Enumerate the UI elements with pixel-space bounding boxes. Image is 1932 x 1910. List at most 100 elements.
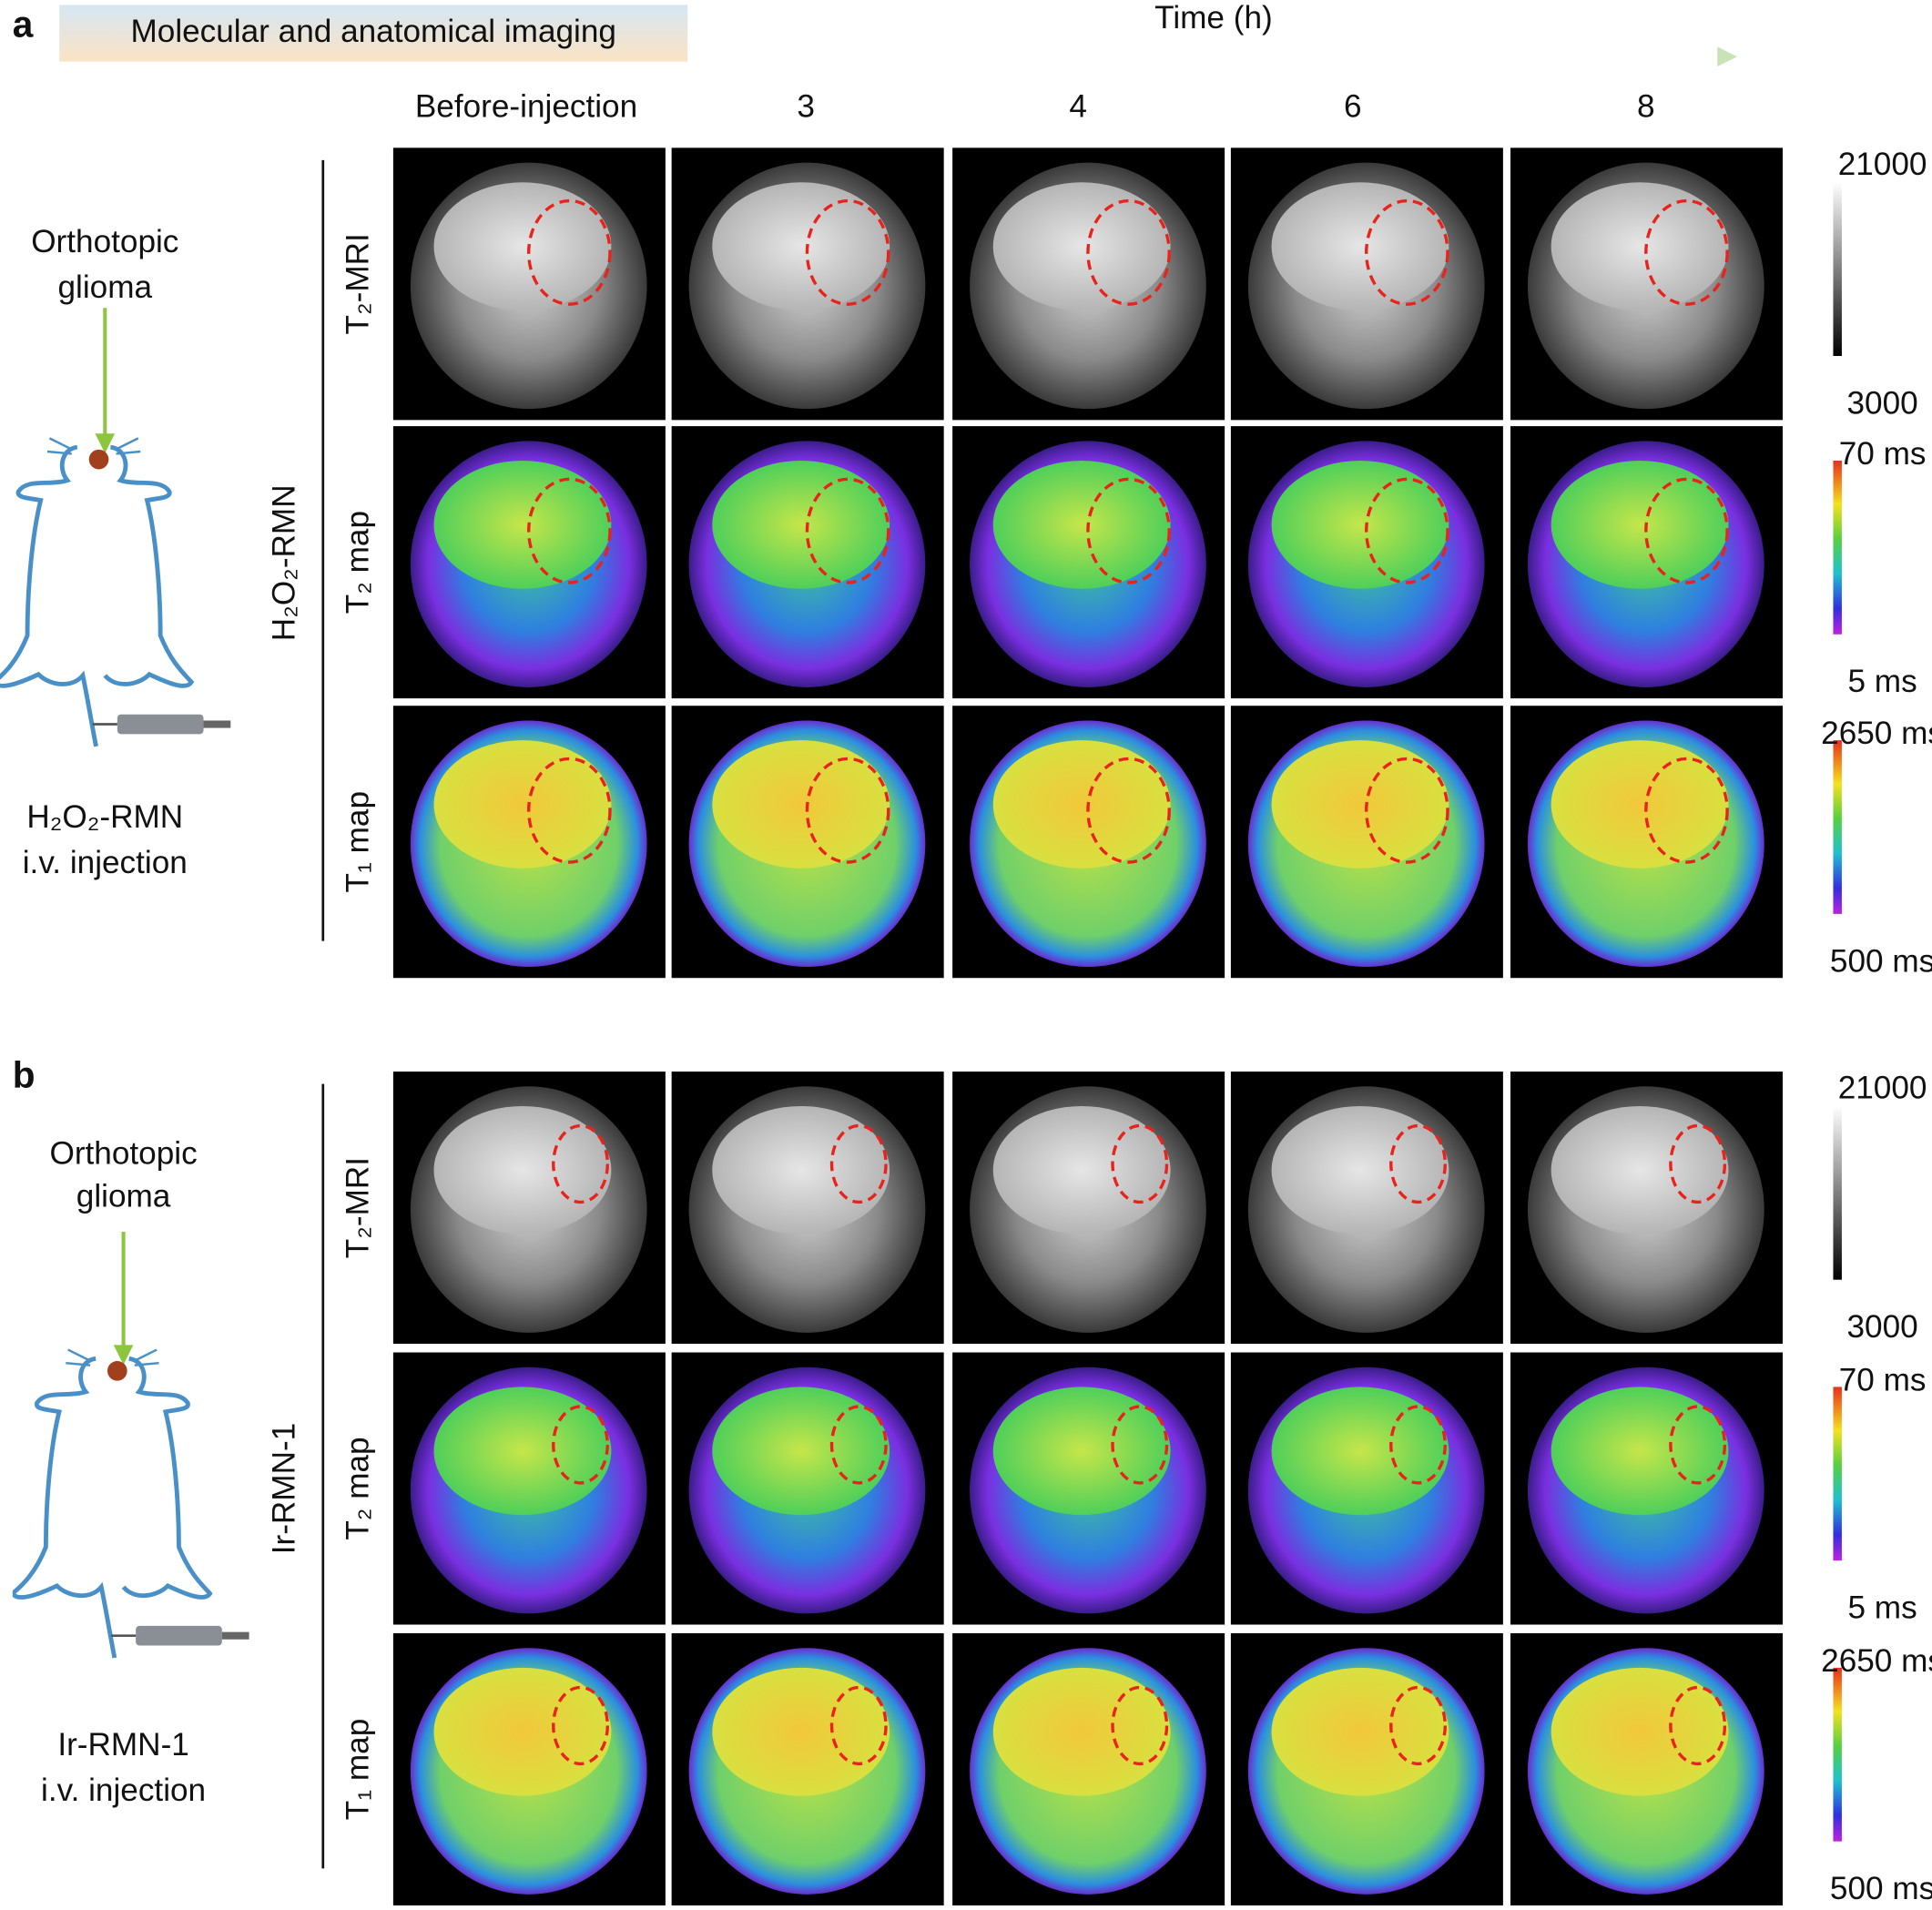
tumor-dot (88, 449, 109, 470)
mouse (0, 438, 191, 747)
scale-max: 21000 (1838, 1071, 1927, 1106)
colorbar (1833, 461, 1842, 635)
roi (805, 477, 890, 584)
panel-label: b (13, 1054, 36, 1096)
brain (1551, 1387, 1729, 1516)
scale-max: 70 ms (1839, 436, 1927, 472)
scale-min: 500 ms (1830, 943, 1932, 979)
tumor-dot (107, 1361, 127, 1381)
roi (1669, 1123, 1727, 1204)
roi (1365, 198, 1449, 306)
brain (433, 1667, 612, 1796)
brain (433, 1105, 612, 1234)
roi (1111, 1123, 1169, 1204)
brain (1271, 1387, 1449, 1516)
roi (1644, 477, 1729, 584)
row-label: T₂ map (341, 1437, 376, 1539)
roi (829, 1405, 888, 1485)
roi (552, 1123, 609, 1204)
scale-max: 70 ms (1839, 1362, 1927, 1397)
roi (527, 757, 612, 864)
roi (1365, 757, 1449, 864)
roi (1086, 198, 1171, 306)
column-label: 3 (797, 88, 815, 124)
row-label: T₂-MRI (341, 1157, 376, 1258)
syringe-plunger (221, 1631, 249, 1640)
brain (1271, 182, 1449, 310)
brain (992, 740, 1171, 869)
brain (712, 461, 890, 589)
column-label: 6 (1344, 88, 1362, 124)
brain (712, 1105, 890, 1234)
left-text: glioma (76, 1179, 171, 1214)
brain (992, 1105, 1171, 1234)
roi (1111, 1405, 1169, 1485)
roi (805, 198, 890, 306)
row-label: T₂ map (341, 511, 376, 614)
mouse (13, 1350, 210, 1659)
scale-min: 3000 (1846, 385, 1917, 421)
roi (805, 757, 890, 864)
brain (1271, 1105, 1449, 1234)
roi (1086, 477, 1171, 584)
colorbar (1833, 740, 1842, 914)
left-text: glioma (58, 269, 153, 305)
row-label: T₂-MRI (341, 233, 376, 334)
brain (1551, 1667, 1729, 1796)
roi (552, 1405, 609, 1485)
brain (1271, 740, 1449, 869)
brain (992, 1387, 1171, 1516)
column-label: 8 (1637, 88, 1655, 124)
arrow-head (95, 433, 116, 453)
scale-max: 21000 (1838, 147, 1927, 182)
syringe (136, 1625, 222, 1646)
brain (992, 182, 1171, 310)
scale-min: 5 ms (1847, 664, 1917, 699)
scale-min: 5 ms (1847, 1590, 1917, 1626)
roi (1669, 1405, 1727, 1485)
left-text: i.v. injection (41, 1773, 206, 1808)
roi (1111, 1685, 1169, 1766)
column-label: Before-injection (415, 88, 637, 124)
header-box (59, 5, 688, 62)
roi (1389, 1123, 1447, 1204)
brain (433, 461, 612, 589)
panel-label: a (13, 3, 34, 45)
colorbar (1833, 1105, 1842, 1280)
brain (1551, 182, 1729, 310)
brain (712, 1667, 890, 1796)
brain (1551, 461, 1729, 589)
roi (1644, 198, 1729, 306)
time-label: Time (h) (1154, 0, 1273, 36)
left-text: Orthotopic (49, 1135, 197, 1171)
roi (1365, 477, 1449, 584)
roi (1389, 1685, 1447, 1766)
row-label: T₁ map (341, 791, 376, 893)
header-title: Molecular and anatomical imaging (130, 14, 616, 49)
brain (433, 182, 612, 310)
brain (1271, 461, 1449, 589)
group-label: Ir-RMN-1 (266, 1423, 301, 1555)
brain (712, 740, 890, 869)
roi (1669, 1685, 1727, 1766)
brain (992, 1667, 1171, 1796)
left-text: i.v. injection (23, 845, 188, 880)
syringe (117, 714, 204, 735)
roi (527, 198, 612, 306)
brain (433, 740, 612, 869)
roi (1644, 757, 1729, 864)
colorbar (1833, 182, 1842, 356)
left-text: Orthotopic (31, 224, 178, 259)
scale-min: 3000 (1846, 1309, 1917, 1345)
row-label: T₁ map (341, 1719, 376, 1821)
scale-max: 2650 ms (1821, 1643, 1932, 1679)
brain (1271, 1667, 1449, 1796)
colorbar (1833, 1387, 1842, 1561)
brain (1551, 1105, 1729, 1234)
brain (433, 1387, 612, 1516)
brain (712, 182, 890, 310)
roi (1389, 1405, 1447, 1485)
left-text: H₂O₂-RMN (26, 799, 183, 835)
